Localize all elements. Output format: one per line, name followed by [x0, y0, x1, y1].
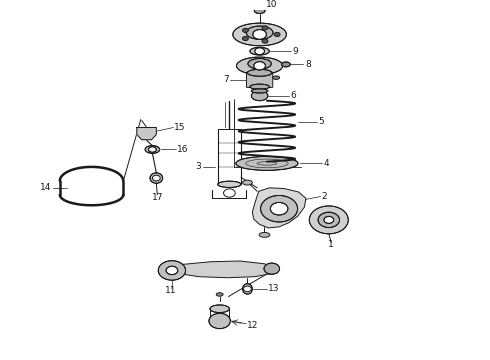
Circle shape — [243, 36, 248, 41]
Text: 8: 8 — [305, 60, 311, 69]
Ellipse shape — [282, 62, 290, 67]
Circle shape — [209, 313, 230, 329]
Circle shape — [264, 263, 280, 274]
Ellipse shape — [243, 284, 252, 294]
Ellipse shape — [243, 180, 252, 185]
Text: 2: 2 — [321, 192, 327, 201]
Ellipse shape — [248, 58, 271, 69]
Circle shape — [152, 175, 160, 181]
Circle shape — [253, 30, 267, 39]
Text: 10: 10 — [266, 0, 277, 9]
Ellipse shape — [250, 84, 270, 89]
Circle shape — [148, 147, 156, 152]
Ellipse shape — [210, 305, 229, 312]
Ellipse shape — [218, 181, 241, 188]
Text: 3: 3 — [196, 162, 201, 171]
Circle shape — [309, 206, 348, 234]
Ellipse shape — [236, 157, 298, 170]
Text: 13: 13 — [269, 284, 280, 293]
Text: 17: 17 — [151, 193, 163, 202]
Text: 15: 15 — [174, 123, 186, 132]
Polygon shape — [252, 188, 306, 228]
Ellipse shape — [246, 26, 273, 39]
Ellipse shape — [251, 89, 268, 93]
Circle shape — [270, 202, 288, 215]
Ellipse shape — [251, 91, 268, 101]
Circle shape — [254, 62, 266, 70]
Ellipse shape — [259, 233, 270, 237]
Text: 1: 1 — [328, 240, 334, 249]
Text: 7: 7 — [223, 75, 229, 84]
Polygon shape — [167, 261, 277, 278]
Circle shape — [262, 26, 268, 30]
Circle shape — [244, 286, 251, 292]
Ellipse shape — [237, 57, 283, 75]
Text: 6: 6 — [290, 91, 296, 100]
Ellipse shape — [273, 76, 280, 80]
Text: 5: 5 — [318, 117, 324, 126]
Circle shape — [261, 195, 297, 222]
Text: 14: 14 — [40, 183, 51, 192]
Text: 11: 11 — [165, 286, 177, 295]
Circle shape — [243, 28, 248, 32]
Ellipse shape — [247, 69, 272, 76]
Ellipse shape — [145, 146, 160, 153]
Circle shape — [324, 216, 334, 223]
Circle shape — [158, 261, 186, 280]
Ellipse shape — [233, 23, 287, 46]
Polygon shape — [137, 127, 156, 140]
Text: 12: 12 — [246, 321, 258, 330]
Ellipse shape — [250, 48, 270, 55]
FancyBboxPatch shape — [246, 72, 273, 87]
Text: 4: 4 — [324, 159, 329, 168]
Ellipse shape — [150, 173, 163, 183]
Text: 9: 9 — [293, 47, 298, 56]
Ellipse shape — [254, 8, 265, 14]
Circle shape — [166, 266, 178, 275]
Circle shape — [255, 48, 265, 55]
Circle shape — [262, 39, 268, 43]
Text: 16: 16 — [177, 145, 188, 154]
Circle shape — [274, 32, 280, 36]
Ellipse shape — [216, 293, 223, 296]
Circle shape — [318, 212, 340, 228]
